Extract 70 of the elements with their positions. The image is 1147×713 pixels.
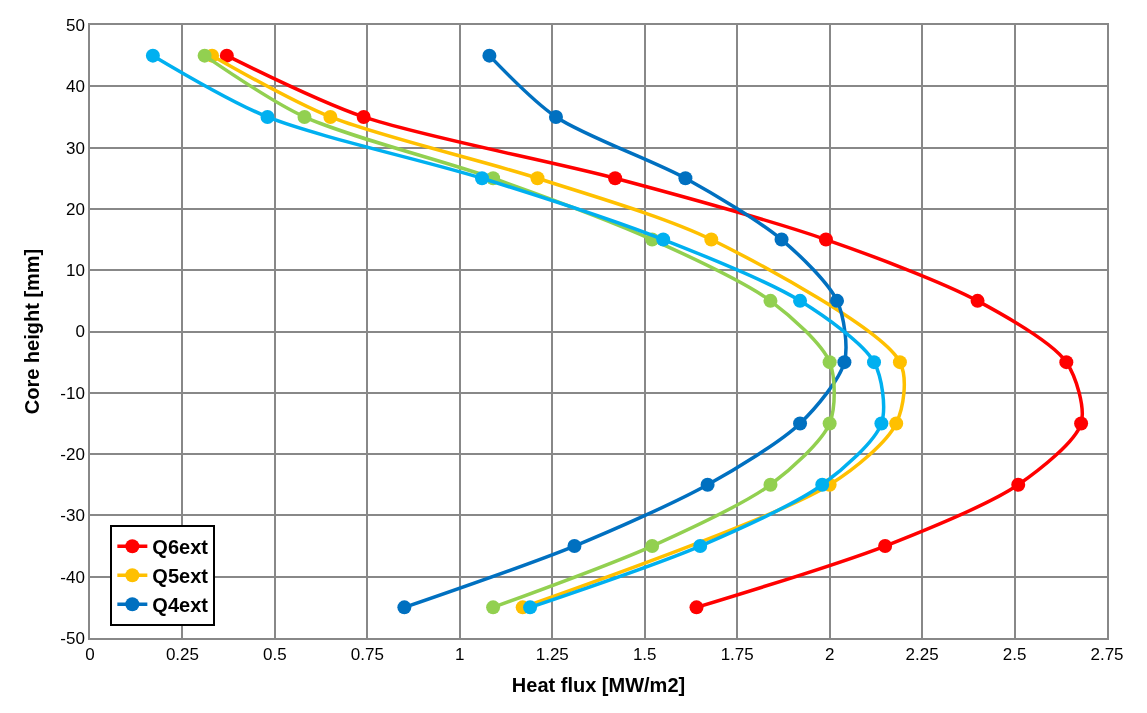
x-tick-label: 2.5 xyxy=(1002,645,1027,665)
y-tick-label: 10 xyxy=(65,261,85,281)
x-tick-label: 1.25 xyxy=(535,645,569,665)
point xyxy=(645,539,660,554)
x-tick-label: 1.5 xyxy=(632,645,657,665)
y-tick-label: -20 xyxy=(60,445,85,465)
point xyxy=(700,477,715,492)
point xyxy=(970,293,985,308)
point xyxy=(693,539,708,554)
point xyxy=(889,416,904,431)
point xyxy=(397,600,412,615)
y-tick-label: 0 xyxy=(75,322,85,342)
point xyxy=(892,355,907,370)
x-tick-label: 2.25 xyxy=(905,645,939,665)
y-tick-label: 20 xyxy=(65,199,85,219)
point xyxy=(567,539,582,554)
point xyxy=(523,600,538,615)
point xyxy=(297,109,312,124)
legend-label: Q4ext xyxy=(152,594,209,617)
point xyxy=(822,416,837,431)
point xyxy=(197,48,212,63)
y-tick-label: 40 xyxy=(65,77,85,97)
point xyxy=(486,600,501,615)
x-tick-label: 1 xyxy=(455,645,465,665)
point xyxy=(763,293,778,308)
point xyxy=(830,293,845,308)
legend-label: Q5ext xyxy=(152,565,209,588)
point xyxy=(1011,477,1026,492)
x-tick-label: 2.75 xyxy=(1090,645,1124,665)
point xyxy=(323,109,338,124)
point xyxy=(678,171,693,186)
x-axis-title: Heat flux [MW/m2] xyxy=(511,674,686,697)
y-tick-label: -30 xyxy=(60,506,85,526)
point xyxy=(763,477,778,492)
point xyxy=(793,416,808,431)
point xyxy=(774,232,789,247)
point xyxy=(874,416,889,431)
point xyxy=(145,48,160,63)
y-tick-label: -10 xyxy=(60,383,85,403)
x-tick-label: 0.25 xyxy=(165,645,199,665)
point xyxy=(1074,416,1089,431)
point xyxy=(818,232,833,247)
point xyxy=(837,355,852,370)
point xyxy=(260,109,275,124)
point xyxy=(548,109,563,124)
point xyxy=(482,48,497,63)
point xyxy=(530,171,545,186)
point xyxy=(656,232,671,247)
point xyxy=(815,477,830,492)
y-tick-label: 30 xyxy=(65,138,85,158)
y-tick-label: 50 xyxy=(65,15,85,35)
point xyxy=(704,232,719,247)
y-tick-label: -40 xyxy=(60,567,85,587)
y-tick-label: -50 xyxy=(60,628,85,648)
point xyxy=(793,293,808,308)
point xyxy=(689,600,704,615)
point xyxy=(867,355,882,370)
x-tick-label: 2 xyxy=(824,645,835,665)
x-tick-label: 0.75 xyxy=(350,645,384,665)
point xyxy=(356,109,371,124)
point xyxy=(1059,355,1074,370)
x-tick-label: 0.5 xyxy=(263,645,287,665)
x-tick-label: 1.75 xyxy=(720,645,754,665)
point xyxy=(475,171,490,186)
y-axis-title: Core height [mm] xyxy=(21,248,44,415)
point xyxy=(608,171,623,186)
legend-label: Q6ext xyxy=(152,536,209,559)
point xyxy=(822,355,837,370)
point xyxy=(878,539,893,554)
point xyxy=(219,48,234,63)
